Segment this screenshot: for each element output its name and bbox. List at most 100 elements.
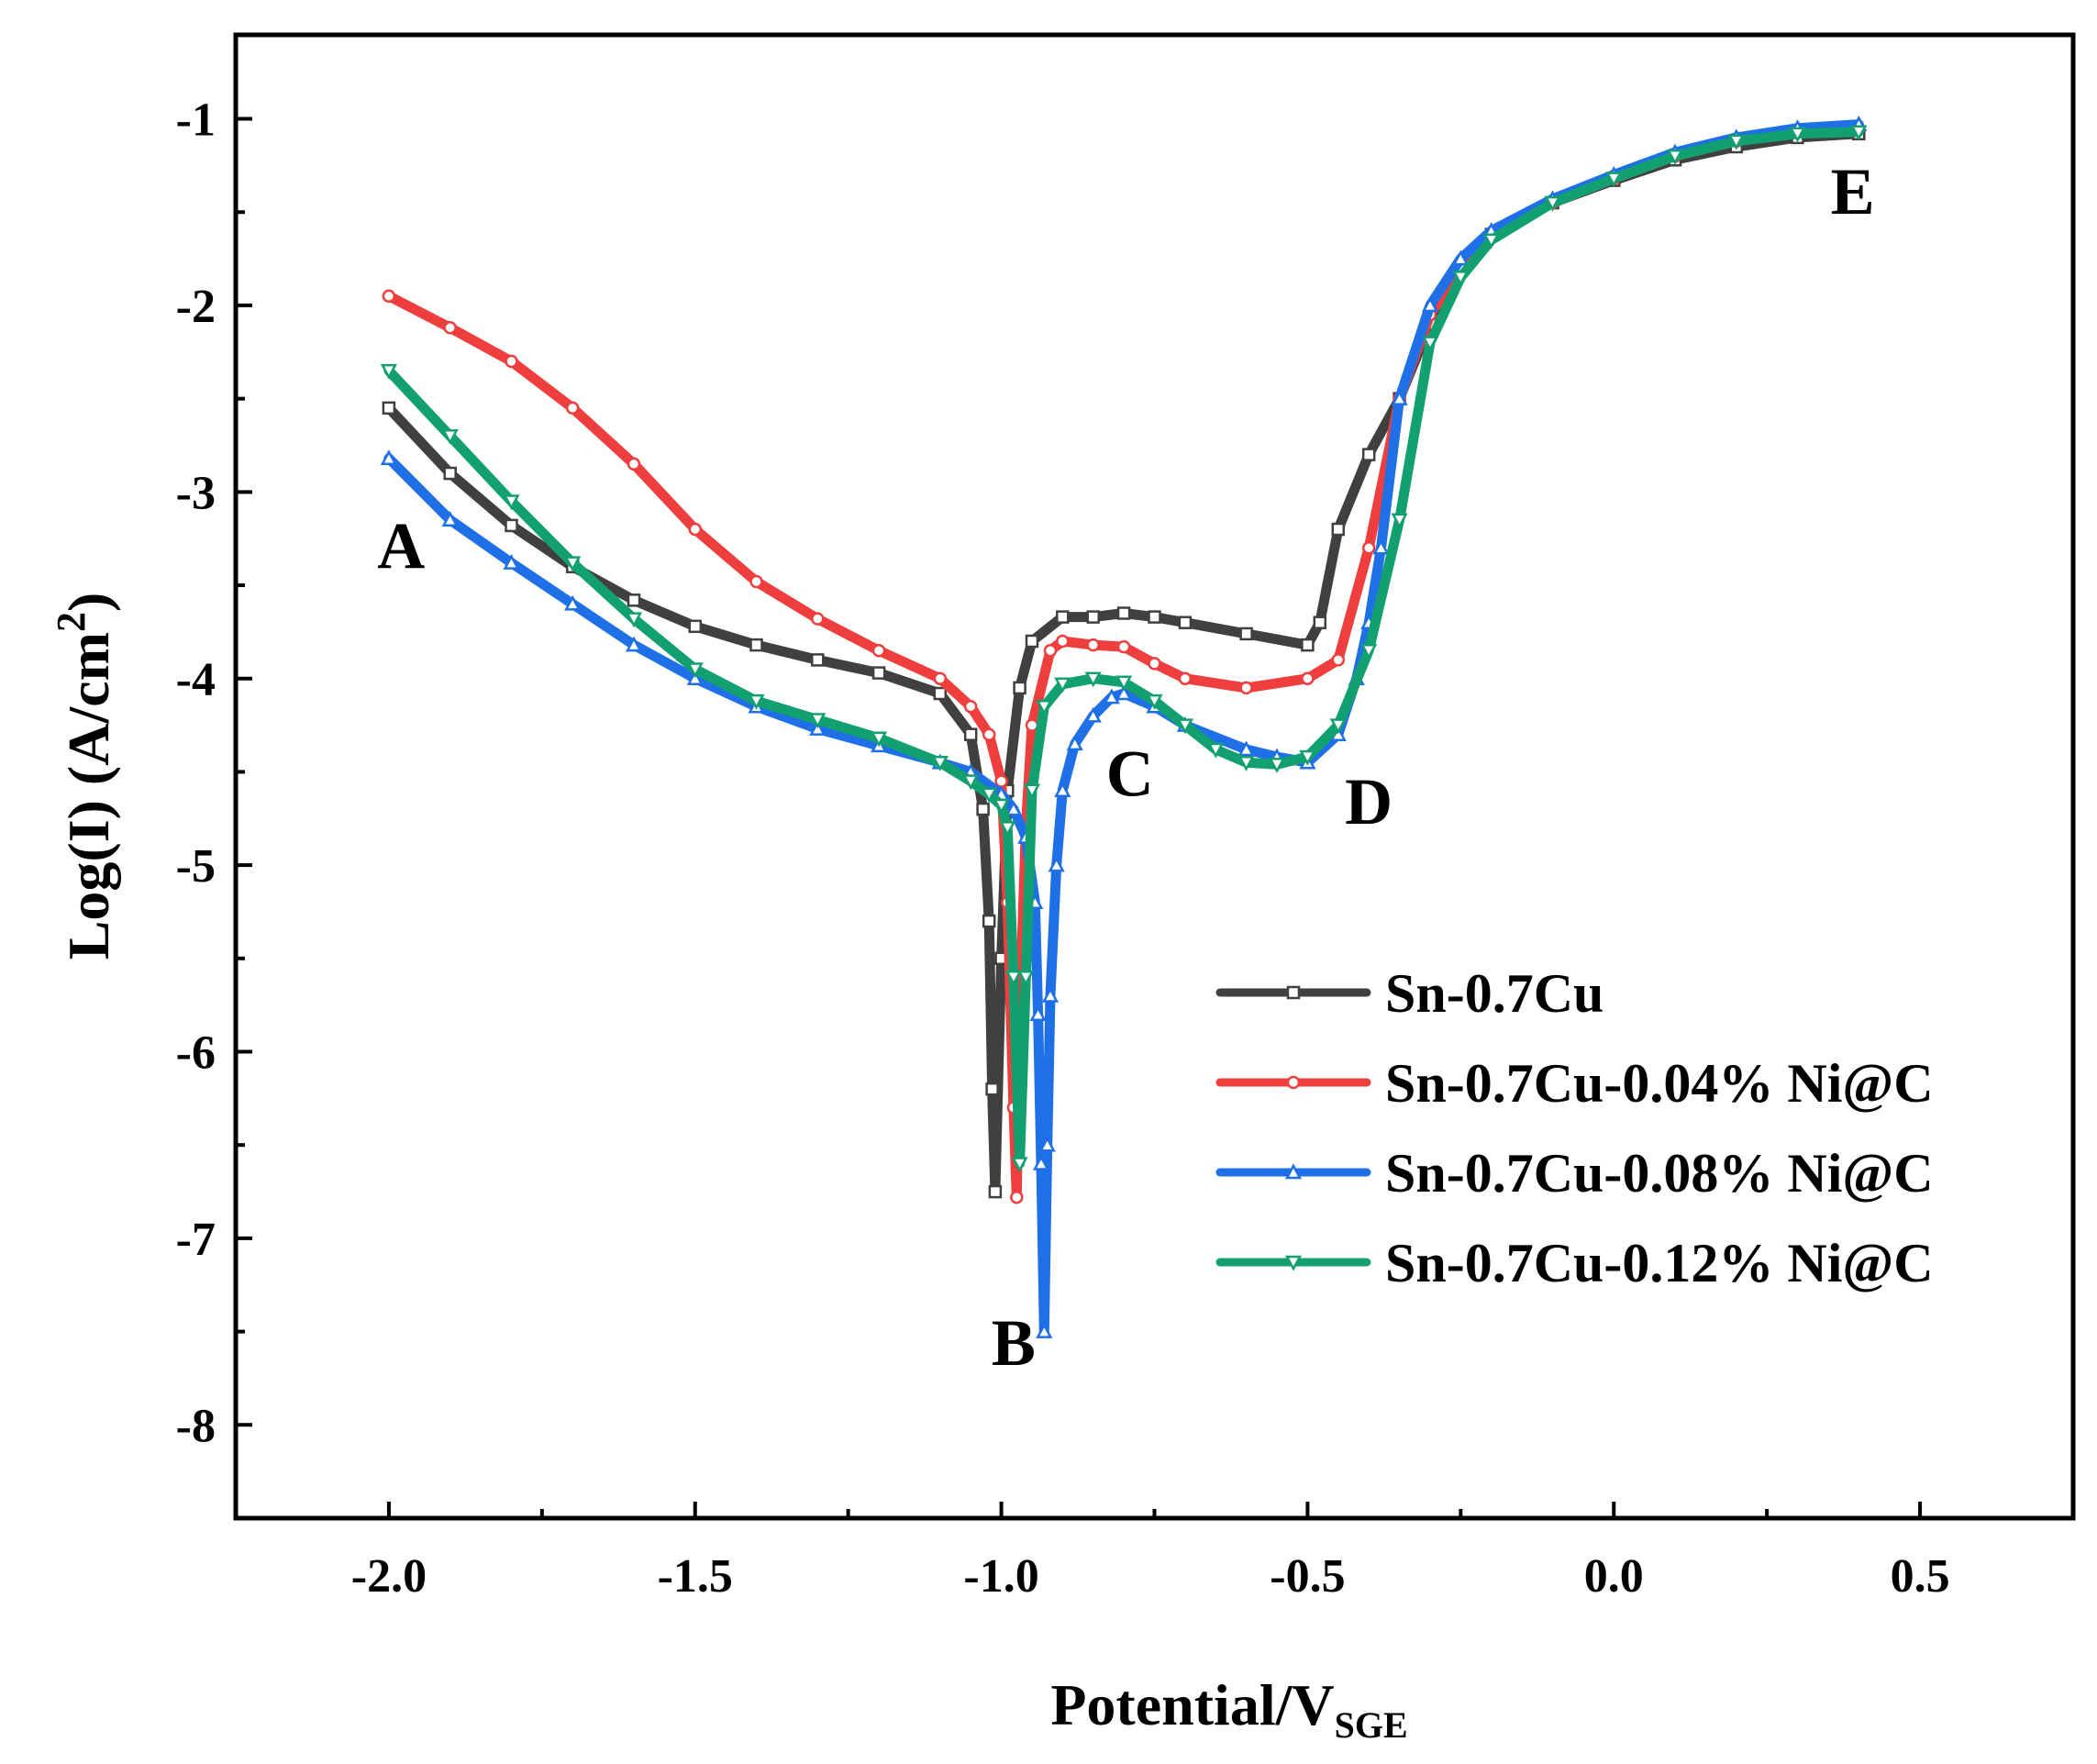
data-point <box>985 1082 999 1096</box>
data-point <box>505 354 518 369</box>
data-point <box>1041 986 1060 1003</box>
data-point <box>382 289 396 304</box>
annotation-D: D <box>1345 765 1392 838</box>
data-point <box>1025 634 1039 649</box>
data-point <box>1023 783 1041 800</box>
data-point <box>1054 782 1071 798</box>
data-point <box>1084 671 1102 688</box>
data-point <box>1115 684 1133 701</box>
data-point <box>627 457 641 472</box>
data-point <box>627 594 641 607</box>
y-tick-label: -7 <box>176 1214 216 1266</box>
series-3 <box>380 125 1868 1173</box>
data-point <box>1146 693 1163 710</box>
x-tick-label: 0.0 <box>1584 1550 1644 1603</box>
data-point <box>1013 681 1026 695</box>
data-point <box>962 774 980 791</box>
x-tick-label: -1.0 <box>963 1550 1038 1603</box>
data-point <box>1056 610 1070 624</box>
y-axis-title-sup: 2 <box>49 612 94 632</box>
y-tick-label: -8 <box>176 1400 216 1452</box>
x-tick-label: -1.5 <box>658 1550 733 1603</box>
data-point <box>565 401 580 416</box>
data-point <box>1239 681 1253 695</box>
data-point <box>380 449 397 465</box>
data-point <box>1727 134 1745 150</box>
data-point <box>1004 970 1022 986</box>
annotation-C: C <box>1106 737 1154 810</box>
legend-marker-2 <box>1284 1163 1303 1180</box>
data-point <box>380 363 397 380</box>
data-point <box>443 466 457 481</box>
plot-frame <box>233 32 2076 1521</box>
data-point <box>1207 742 1225 759</box>
data-point <box>1056 634 1070 649</box>
data-point <box>1178 616 1193 629</box>
data-point <box>625 612 643 628</box>
data-point <box>503 553 520 570</box>
data-point <box>1329 718 1347 735</box>
y-axis-title: Log(I) (A/cm2) <box>49 593 121 960</box>
data-point <box>1313 616 1327 629</box>
data-point <box>1360 643 1378 660</box>
legend-marker-0 <box>1286 985 1301 1000</box>
data-point <box>382 401 396 416</box>
data-point <box>1043 643 1058 658</box>
data-point <box>1115 675 1133 692</box>
series-0 <box>382 127 1866 1199</box>
data-point <box>811 653 825 667</box>
data-point <box>931 755 949 771</box>
x-axis-title-main: Potential/V <box>1050 1672 1334 1737</box>
data-point <box>688 619 703 634</box>
data-point <box>1004 800 1022 816</box>
data-point <box>1054 677 1071 693</box>
data-point <box>564 594 582 611</box>
data-point <box>1148 657 1161 671</box>
legend-marker-3 <box>1284 1255 1303 1271</box>
data-point <box>981 787 998 804</box>
y-tick-label: -4 <box>176 654 216 706</box>
data-point <box>441 429 459 445</box>
data-point <box>1011 1157 1028 1173</box>
legend-label-1: Sn-0.7Cu-0.04% Ni@C <box>1385 1053 1934 1114</box>
data-point <box>1301 671 1315 685</box>
data-point <box>1237 755 1255 771</box>
data-point <box>1036 1322 1053 1338</box>
data-point <box>1421 296 1439 313</box>
x-axis-title: Potential/VSGE <box>1050 1672 1407 1746</box>
series-1 <box>382 121 1866 1204</box>
data-point <box>1452 271 1470 287</box>
data-point <box>1482 233 1500 250</box>
data-point <box>1361 541 1376 555</box>
data-point <box>1032 1154 1050 1170</box>
data-point <box>1268 758 1286 773</box>
data-point <box>1116 639 1131 654</box>
data-point <box>1331 653 1346 667</box>
data-point <box>933 686 948 701</box>
data-point <box>625 636 643 652</box>
series-layer <box>380 115 1868 1338</box>
data-point <box>871 731 888 748</box>
series-line-0 <box>383 128 1864 1197</box>
data-point <box>503 494 520 511</box>
data-point <box>1605 172 1623 188</box>
data-point <box>1421 336 1439 352</box>
data-point <box>1391 389 1408 405</box>
data-point <box>1176 718 1193 735</box>
data-point <box>1036 699 1053 716</box>
data-point <box>688 522 703 537</box>
x-tick-label: 0.5 <box>1891 1550 1950 1603</box>
data-point <box>993 798 1010 815</box>
data-point <box>1086 610 1100 624</box>
legend-label-2: Sn-0.7Cu-0.08% Ni@C <box>1385 1143 1934 1204</box>
data-point <box>933 671 948 685</box>
data-point <box>1116 606 1131 620</box>
data-point <box>811 612 825 626</box>
data-point <box>999 821 1016 838</box>
data-point <box>1066 735 1083 751</box>
annotation-A: A <box>377 509 425 582</box>
data-point <box>1017 970 1035 986</box>
data-point <box>505 518 518 533</box>
data-point <box>1048 856 1065 872</box>
